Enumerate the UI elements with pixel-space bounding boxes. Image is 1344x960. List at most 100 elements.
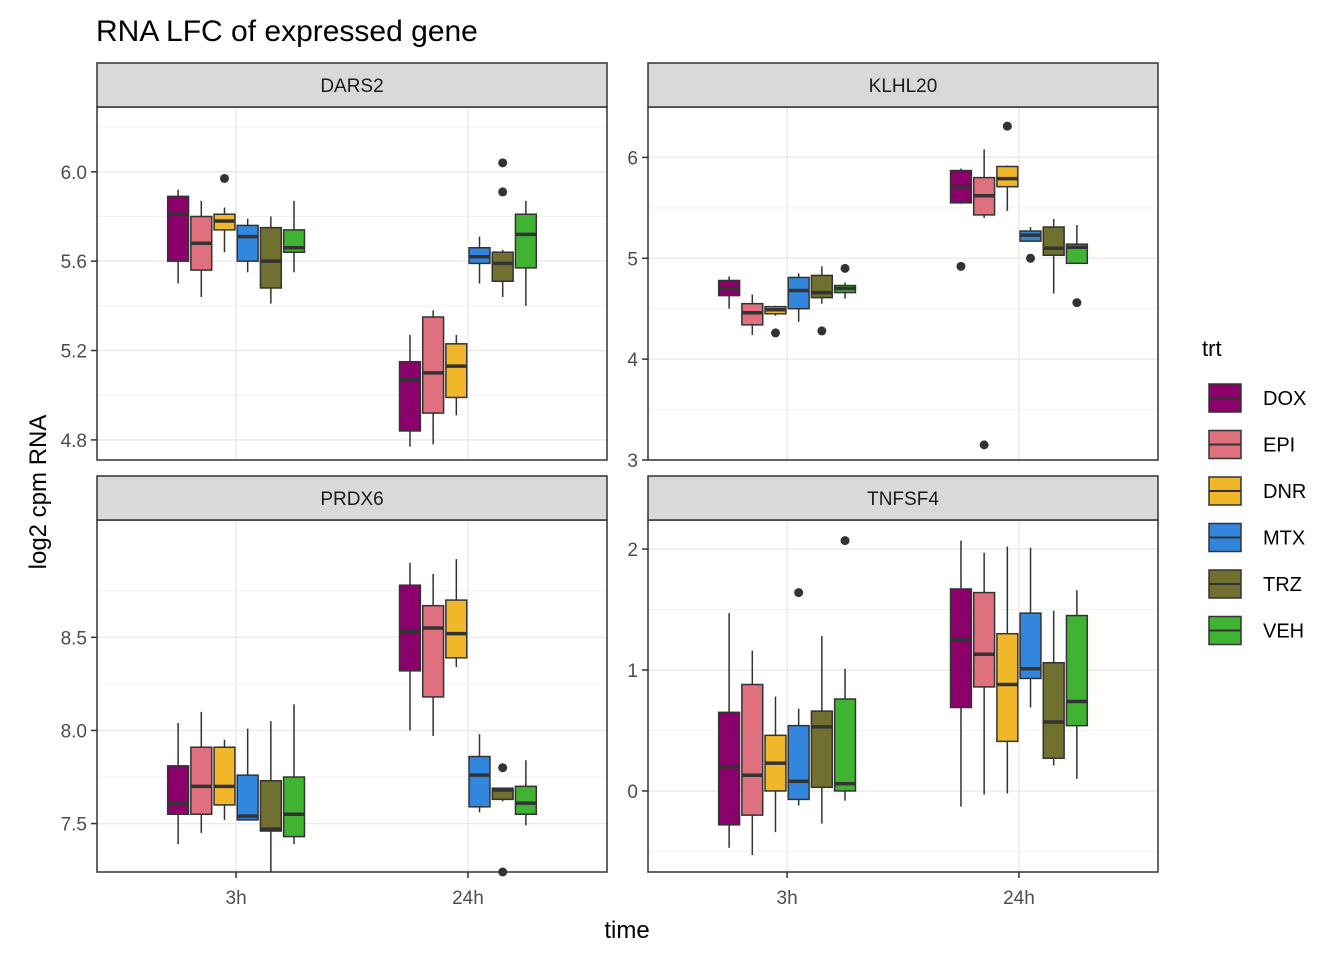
box-dox-3h: [166, 723, 190, 845]
box-body: [787, 724, 810, 801]
box-epi-3h: [741, 650, 764, 856]
y-tick-label: 8.5: [61, 628, 87, 649]
box-body: [236, 774, 259, 821]
y-tick-label: 7.5: [61, 815, 87, 836]
box-dox-24h: [949, 168, 973, 271]
box-body: [972, 591, 996, 688]
box-epi-3h: [741, 294, 764, 335]
legend-label: DNR: [1263, 481, 1306, 503]
y-tick-label: 2: [627, 540, 638, 561]
outlier-point: [1002, 121, 1012, 131]
facet-panels: DARS2 4.8 5.2 5.6 6.0 KLHL20 3 4 5 6 PRDX6 7.5 8.0 8.…: [61, 62, 1159, 909]
box-veh-24h: [1065, 590, 1089, 779]
legend-label: VEH: [1263, 621, 1304, 643]
box-body: [514, 213, 538, 269]
box-mtx-3h: [236, 728, 259, 821]
outlier-point: [219, 173, 229, 183]
box-body: [717, 711, 741, 826]
facet-strip: [647, 62, 1159, 108]
box-mtx-24h: [1019, 227, 1042, 263]
box-trz-3h: [259, 721, 283, 872]
y-tick-label: 8.0: [61, 721, 87, 742]
box-dnr-24h: [445, 334, 468, 416]
box-epi-24h: [421, 574, 445, 737]
facet-klhl20: KLHL20 3 4 5 6: [627, 62, 1159, 472]
box-dnr-3h: [213, 739, 236, 820]
facet-prdx6: PRDX6 7.5 8.0 8.5 3h 24h: [61, 475, 608, 909]
legend-item-epi: EPI: [1208, 429, 1295, 460]
y-tick-label: 5: [627, 249, 638, 270]
outlier-point: [1072, 298, 1082, 308]
box-body: [1042, 661, 1065, 760]
box-epi-24h: [972, 552, 996, 795]
box-body: [1065, 243, 1089, 265]
box-veh-24h: [514, 760, 538, 826]
box-body: [166, 195, 190, 262]
x-tick-label: 24h: [1003, 888, 1035, 909]
box-body: [213, 746, 236, 806]
outlier-point: [498, 763, 508, 773]
facet-strip-label: DARS2: [320, 76, 383, 97]
box-body: [996, 165, 1019, 188]
facet-strip: [96, 475, 608, 521]
legend-label: TRZ: [1263, 574, 1302, 596]
box-body: [1042, 226, 1065, 257]
y-tick-label: 4: [627, 350, 638, 371]
box-dox-24h: [398, 562, 422, 731]
facet-strip: [647, 475, 1159, 521]
box-body: [491, 787, 514, 801]
box-epi-24h: [972, 149, 996, 450]
legend-item-dox: DOX: [1208, 383, 1306, 413]
box-dox-3h: [717, 613, 741, 848]
box-body: [491, 251, 514, 283]
box-trz-24h: [491, 158, 514, 297]
y-axis-title: log2 cpm RNA: [25, 415, 52, 570]
y-tick-label: 4.8: [61, 431, 87, 452]
box-mtx-3h: [787, 588, 810, 806]
y-tick-label: 5.6: [61, 252, 87, 273]
box-mtx-24h: [1019, 547, 1042, 708]
box-body: [741, 683, 764, 816]
facet-strip-label: PRDX6: [320, 489, 383, 510]
box-body: [259, 779, 283, 832]
box-trz-3h: [810, 636, 834, 824]
box-veh-24h: [1065, 225, 1089, 308]
box-trz-3h: [810, 266, 834, 336]
box-dnr-24h: [445, 559, 468, 668]
outlier-point: [979, 440, 989, 450]
y-tick-label: 1: [627, 661, 638, 682]
panel-background: [97, 520, 607, 872]
y-tick-label: 6: [627, 148, 638, 169]
box-body: [282, 776, 306, 838]
box-trz-3h: [259, 216, 283, 304]
box-body: [421, 316, 445, 414]
outlier-point: [817, 326, 827, 336]
legend-item-dnr: DNR: [1208, 476, 1306, 506]
box-dnr-3h: [764, 305, 787, 338]
box-mtx-24h: [468, 734, 491, 813]
legend-item-trz: TRZ: [1208, 569, 1302, 599]
outlier-point: [840, 263, 850, 273]
box-veh-3h: [833, 536, 857, 801]
x-axis-title: time: [604, 917, 649, 944]
legend-item-mtx: MTX: [1208, 522, 1305, 553]
box-body: [166, 765, 190, 816]
box-body: [445, 343, 468, 399]
x-tick-label: 3h: [777, 888, 798, 909]
facet-strip-label: KLHL20: [869, 76, 938, 97]
outlier-point: [794, 588, 804, 598]
x-tick-label: 24h: [452, 888, 484, 909]
y-tick-label: 6.0: [61, 163, 87, 184]
box-body: [445, 599, 468, 659]
box-body: [421, 604, 445, 698]
y-tick-label: 0: [627, 782, 638, 803]
outlier-point: [498, 158, 508, 168]
box-body: [996, 632, 1019, 743]
box-trz-24h: [1042, 218, 1065, 294]
box-body: [833, 698, 857, 792]
facet-strip-label: TNFSF4: [867, 489, 939, 510]
legend-label: MTX: [1263, 528, 1305, 550]
box-veh-3h: [282, 200, 306, 273]
box-body: [398, 584, 422, 672]
y-tick-label: 5.2: [61, 342, 87, 363]
